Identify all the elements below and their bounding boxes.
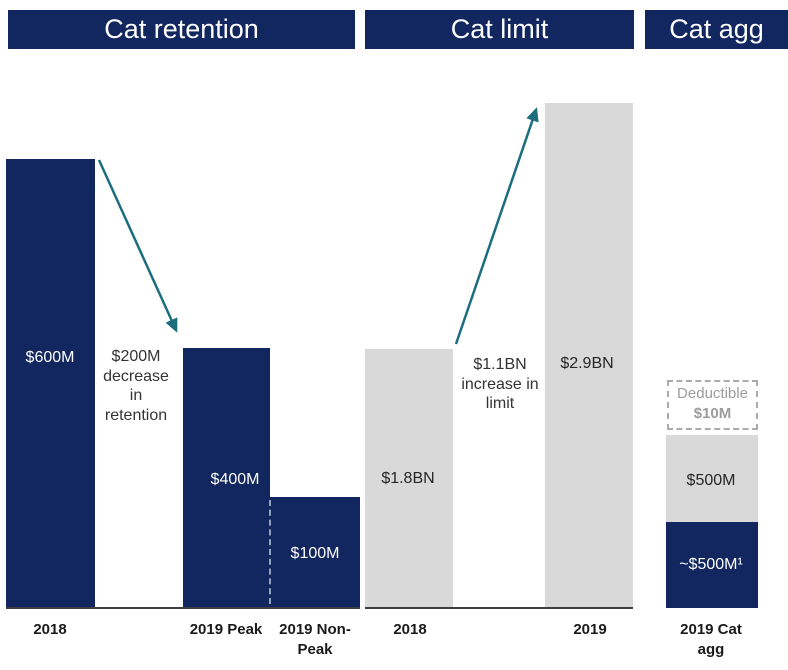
axis-label-retention-2019-peak: 2019 Peak (189, 621, 263, 638)
deductible-label: Deductible (677, 385, 748, 402)
decrease-arrow-icon (97, 159, 178, 333)
axis-label-limit-2019: 2019 (573, 621, 607, 638)
deductible-value: $10M (693, 405, 732, 422)
bar-agg-limit-segment (666, 435, 758, 522)
section-header-cat-limit: Cat limit (365, 10, 634, 49)
axis-label-agg-2019: 2019 Cat agg (680, 621, 742, 658)
x-axis-retention (6, 607, 360, 609)
value-label-1-8bn: $1.8BN (381, 470, 435, 487)
bar-limit-2019 (545, 103, 633, 608)
bar-retention-2019-nonpeak (270, 497, 360, 608)
x-axis-limit (365, 607, 633, 609)
section-header-cat-retention: Cat retention (8, 10, 355, 49)
section-header-cat-agg: Cat agg (645, 10, 788, 49)
bar-limit-2018 (365, 349, 453, 608)
axis-label-retention-2018: 2018 (33, 621, 67, 638)
value-label-100m: $100M (290, 545, 340, 562)
value-label-400m: $400M (210, 471, 260, 488)
deductible-dashed-box: Deductible $10M (667, 380, 758, 430)
value-label-600m: $600M (25, 349, 75, 366)
value-label-agg-500m: $500M (686, 472, 736, 489)
axis-label-retention-2019-nonpeak: 2019 Non- Peak (279, 621, 351, 658)
value-label-agg-500m-approx: ~$500M¹ (679, 556, 743, 573)
increase-arrow-icon (454, 107, 539, 345)
bar-retention-2019-peak (183, 348, 270, 608)
value-label-2-9bn: $2.9BN (560, 355, 614, 372)
axis-label-limit-2018: 2018 (393, 621, 427, 638)
bar-agg-retention-segment (666, 522, 758, 608)
peak-nonpeak-dashed-divider (269, 500, 271, 604)
bar-retention-2018 (6, 159, 95, 608)
annotation-limit-increase: $1.1BN increase in limit (461, 356, 539, 412)
annotation-retention-decrease: $200M decrease in retention (103, 348, 169, 424)
